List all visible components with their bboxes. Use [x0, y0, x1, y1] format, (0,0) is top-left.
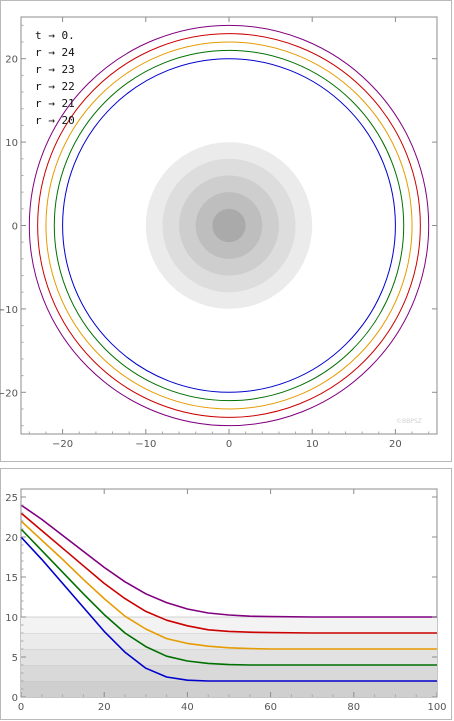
circle-r-24: [28, 24, 430, 427]
series-line-4: [20, 536, 437, 682]
shaded-band-0: [21, 681, 437, 697]
x-tick-label: 0: [226, 439, 232, 450]
circle-plot-panel: −20 −10 0 10 20 −20 −10 0 10 20 t → 0. r → 24 r → 23…: [0, 0, 452, 462]
shaded-band-3: [21, 633, 437, 649]
x-tick-label: 10: [306, 439, 319, 450]
y-tick-label: 10: [5, 613, 18, 624]
circle-r-22: [45, 41, 413, 410]
legend-entry: r → 22: [35, 80, 75, 93]
x-tick-label: −20: [52, 439, 73, 450]
shaded-disk-4: [212, 208, 246, 243]
shaded-band-1: [21, 665, 437, 681]
x-tick-label: −10: [135, 439, 156, 450]
x-tick-label: 100: [427, 702, 446, 713]
shaded-band-2: [21, 649, 437, 665]
line-plot: 0 20 40 60 80 100 0 5 10 15 20 25: [5, 488, 447, 713]
series-line-2: [20, 520, 437, 650]
y-tick-label: 0: [12, 693, 18, 704]
y-tick-label: −20: [0, 388, 18, 399]
series-line-0: [20, 504, 437, 618]
circle-r-23: [37, 33, 421, 418]
y-tick-label: 25: [5, 493, 18, 504]
shaded-band-4: [21, 617, 437, 633]
y-tick-label: −10: [0, 305, 18, 316]
circle-r-21: [53, 49, 405, 402]
x-tick-label: 60: [264, 702, 277, 713]
watermark-text: ©BBPSZ: [396, 418, 422, 425]
y-tick-label: 5: [12, 653, 18, 664]
x-tick-label: 0: [18, 702, 24, 713]
y-tick-label: 20: [5, 533, 18, 544]
circle-plot: −20 −10 0 10 20 −20 −10 0 10 20 t → 0. r → 24 r → 23…: [0, 16, 438, 450]
x-tick-label: 20: [389, 439, 402, 450]
line-plot-panel: 0 20 40 60 80 100 0 5 10 15 20 25: [0, 468, 452, 720]
legend-entry: t → 0.: [35, 29, 75, 42]
x-tick-label: 80: [347, 702, 360, 713]
y-tick-label: 10: [5, 138, 18, 149]
x-tick-label: 40: [181, 702, 194, 713]
legend-entry: r → 24: [35, 46, 75, 59]
x-tick-label: 20: [98, 702, 111, 713]
legend-entry: r → 23: [35, 63, 75, 76]
y-tick-label: 20: [5, 55, 18, 66]
legend-entry: r → 20: [35, 114, 75, 127]
circle-r-20: [62, 58, 396, 393]
series-line-1: [20, 512, 437, 634]
y-tick-label: 0: [12, 222, 18, 233]
legend-entry: r → 21: [35, 97, 75, 110]
series-line-3: [20, 528, 437, 666]
y-tick-label: 15: [5, 573, 18, 584]
